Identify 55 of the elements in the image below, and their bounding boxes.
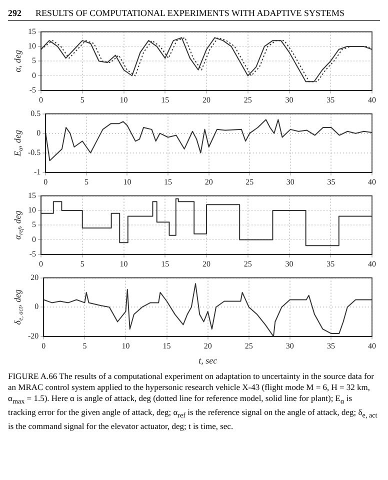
x-axis-title: t, sec: [198, 355, 218, 366]
x-tick-label: 35: [326, 95, 335, 104]
text: RESULTS OF COMPUTATIONAL EXPERIMENTS WITH ADAPTIVE SYSTEMS: [36, 8, 344, 18]
x-tick-label: 30: [285, 259, 294, 268]
y-tick-label: -5: [29, 249, 36, 258]
y-tick-label: 5: [32, 56, 36, 66]
x-tick-label: 30: [285, 95, 294, 104]
x-tick-label: 35: [326, 341, 335, 350]
x-tick-label: 20: [204, 341, 212, 350]
x-tick-label: 0: [44, 177, 48, 186]
text: FIGURE A.66 The results of a computational experiment on adaptation to uncertainty in the source data for an MRAC control system applied to the hypersonic research vehicle X-43 (flight mode M = 6, H = 32 km, α$_{max}$ = 1.5). Here α is angle of attack, deg (dotted line for reference model, solid line for plant); E$_{α}$ is tracking error for the given angle of attack, deg; α$_{ref}$ is the reference signal on the angle of attack, deg; δ$_{e, act}$ is the command signal for the elevator actuator, deg; t is time, sec.: [8, 371, 378, 431]
x-tick-label: 25: [246, 177, 254, 186]
y-tick-label: 0: [32, 70, 36, 80]
x-tick-label: 15: [161, 259, 170, 268]
y-tick-label: -1: [34, 167, 41, 176]
x-tick-label: 10: [120, 259, 128, 268]
text: 292: [8, 8, 22, 18]
y-tick-label: -0.5: [28, 148, 41, 157]
y-tick-label: 10: [28, 206, 36, 215]
x-tick-label: 40: [368, 95, 376, 104]
x-tick-label: 25: [244, 341, 253, 350]
x-tick-label: 5: [84, 177, 88, 186]
x-tick-label: 5: [82, 341, 87, 350]
x-tick-label: 20: [202, 95, 210, 104]
x-tick-label: 20: [202, 259, 210, 268]
x-tick-label: 10: [120, 95, 128, 104]
y-tick-label: 5: [32, 220, 36, 230]
y-tick-label: 10: [28, 42, 36, 51]
y-axis-title: α, deg: [12, 49, 22, 72]
x-tick-label: 35: [326, 259, 335, 268]
x-tick-label: 35: [327, 177, 336, 186]
y-tick-label: 0: [34, 302, 39, 312]
x-tick-label: 5: [80, 95, 84, 104]
y-tick-label: -20: [28, 331, 39, 340]
x-tick-label: 25: [244, 259, 252, 268]
x-tick-label: 20: [204, 177, 213, 186]
x-tick-label: 15: [164, 177, 172, 186]
x-tick-label: 30: [286, 341, 294, 350]
x-tick-label: 10: [123, 177, 132, 186]
x-tick-label: 30: [286, 177, 294, 186]
x-tick-label: 5: [80, 259, 84, 268]
x-tick-label: 15: [162, 341, 171, 350]
y-tick-label: 0.5: [30, 108, 41, 118]
x-tick-label: 40: [368, 341, 376, 350]
y-tick-label: 0: [32, 234, 36, 244]
x-tick-label: 40: [368, 259, 376, 268]
x-tick-label: 40: [368, 177, 376, 186]
y-tick-label: 20: [30, 272, 39, 282]
y-tick-label: 15: [28, 26, 36, 36]
y-tick-label: -5: [29, 85, 36, 94]
x-tick-label: 15: [161, 95, 170, 104]
y-tick-label: 15: [28, 190, 36, 200]
y-tick-label: 0: [36, 128, 41, 138]
x-tick-label: 25: [244, 95, 252, 104]
x-tick-label: 10: [122, 341, 130, 350]
